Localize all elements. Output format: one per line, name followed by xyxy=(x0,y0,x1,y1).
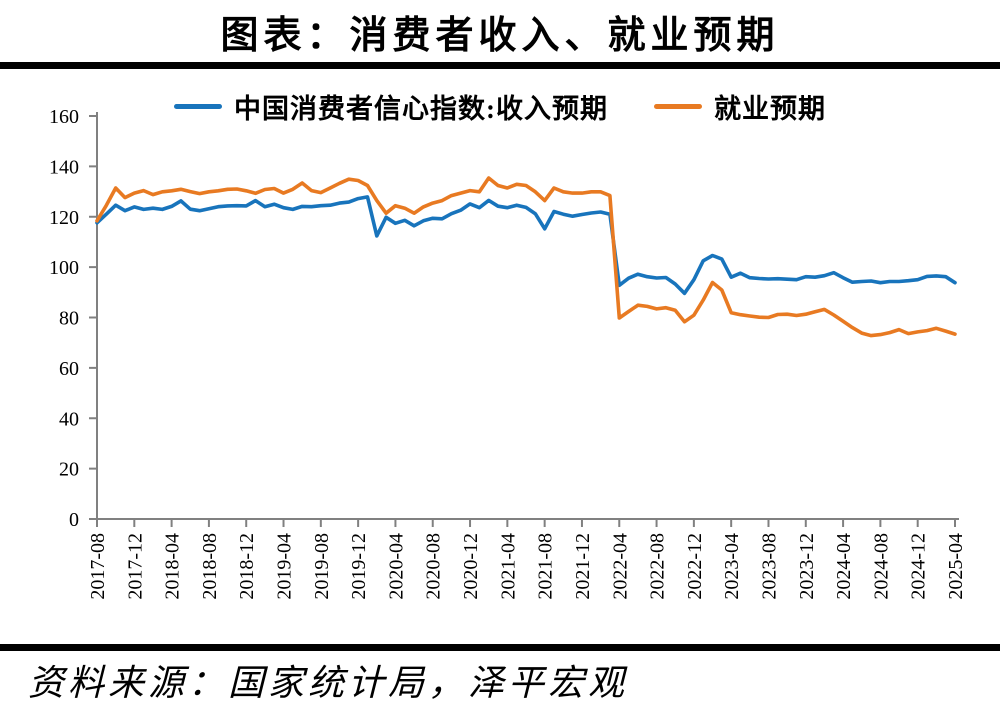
x-tick-label: 2024-04 xyxy=(833,533,855,600)
x-tick-label: 2019-04 xyxy=(274,533,296,600)
x-tick-label: 2019-08 xyxy=(311,533,333,600)
x-tick-label: 2024-08 xyxy=(870,533,892,600)
y-tick-label: 140 xyxy=(49,156,79,178)
income-line xyxy=(95,195,957,296)
legend-label-employment: 就业预期 xyxy=(714,94,826,124)
chart-title: 图表：消费者收入、就业预期 xyxy=(220,15,780,57)
x-tick-label: 2018-04 xyxy=(162,533,184,600)
y-tick-label: 80 xyxy=(59,308,79,330)
income-series-swatch xyxy=(174,104,222,109)
legend-label-income: 中国消费者信心指数:收入预期 xyxy=(234,94,608,124)
y-tick-label: 120 xyxy=(49,207,79,229)
bottom-divider xyxy=(0,644,1000,651)
x-tick-label: 2021-08 xyxy=(535,533,557,600)
x-tick-label: 2020-12 xyxy=(460,533,482,600)
legend-item-income: 中国消费者信心指数:收入预期 xyxy=(174,87,608,126)
x-tick-label: 2017-12 xyxy=(124,533,146,600)
y-tick-label: 60 xyxy=(59,358,79,380)
employment-line xyxy=(95,176,957,338)
x-tick-label: 2020-04 xyxy=(385,533,407,600)
top-divider xyxy=(0,62,1000,69)
y-tick-label: 40 xyxy=(59,408,79,430)
chart-legend: 中国消费者信心指数:收入预期 就业预期 xyxy=(0,87,1000,126)
x-tick-label: 2022-12 xyxy=(684,533,706,600)
x-tick-label: 2019-12 xyxy=(348,533,370,600)
y-tick-label: 20 xyxy=(59,459,79,481)
employment-series-swatch xyxy=(654,104,702,109)
x-tick-label: 2021-04 xyxy=(497,533,519,600)
x-tick-label: 2025-04 xyxy=(945,533,967,600)
x-tick-label: 2020-08 xyxy=(423,533,445,600)
x-tick-label: 2023-04 xyxy=(721,533,743,600)
x-tick-label: 2021-12 xyxy=(572,533,594,600)
x-tick-label: 2018-12 xyxy=(236,533,258,600)
x-tick-label: 2022-04 xyxy=(609,533,631,600)
x-tick-label: 2023-08 xyxy=(758,533,780,600)
x-tick-label: 2023-12 xyxy=(796,533,818,600)
legend-item-employment: 就业预期 xyxy=(654,87,826,126)
source-note: 资料来源：国家统计局，泽平宏观 xyxy=(28,663,629,703)
x-tick-label: 2017-08 xyxy=(87,533,109,600)
y-tick-label: 0 xyxy=(69,509,79,531)
y-tick-label: 100 xyxy=(49,257,79,279)
x-tick-label: 2018-08 xyxy=(199,533,221,600)
y-tick-label: 160 xyxy=(49,106,79,128)
x-tick-label: 2022-08 xyxy=(647,533,669,600)
x-tick-label: 2024-12 xyxy=(908,533,930,600)
